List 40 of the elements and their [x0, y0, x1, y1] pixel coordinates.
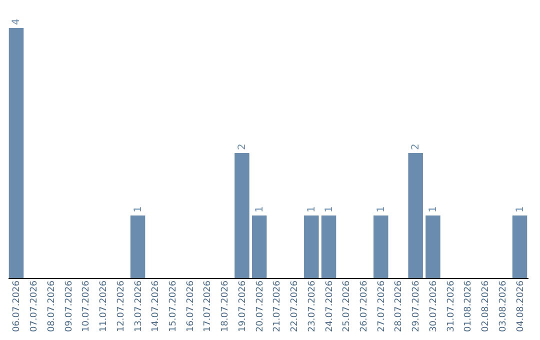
- x-tick-label: 26.07.2026: [359, 280, 370, 332]
- data-label: 1: [324, 206, 335, 212]
- x-tick-label: 20.07.2026: [255, 280, 266, 332]
- x-tick-label: 01.08.2026: [464, 280, 474, 332]
- x-tick-label: 09.07.2026: [64, 280, 74, 332]
- x-tick-label: 07.07.2026: [30, 280, 40, 332]
- data-label: 4: [11, 18, 22, 25]
- data-label: 1: [132, 206, 144, 212]
- x-tick-label: 12.07.2026: [116, 280, 126, 332]
- x-tick-label: 28.07.2026: [394, 280, 404, 332]
- x-tick-label: 23.07.2026: [307, 280, 318, 332]
- x-tick-label: 25.07.2026: [342, 280, 352, 332]
- data-label: 1: [376, 206, 387, 212]
- x-tick-label: 11.07.2026: [99, 280, 110, 332]
- x-tick-label: 04.08.2026: [516, 280, 526, 332]
- x-tick-label: 10.07.2026: [82, 280, 92, 332]
- data-label: 1: [306, 206, 318, 212]
- x-tick-label: 17.07.2026: [203, 280, 214, 332]
- x-tick-label: 21.07.2026: [272, 280, 283, 332]
- x-tick-label: 30.07.2026: [428, 280, 439, 332]
- data-label: 2: [410, 144, 422, 150]
- x-tick-label: 19.07.2026: [238, 280, 248, 332]
- x-tick-label: 03.08.2026: [498, 280, 508, 332]
- x-tick-label: 22.07.2026: [290, 280, 300, 332]
- x-tick-label: 29.07.2026: [412, 280, 422, 332]
- data-label: 1: [254, 206, 266, 212]
- x-tick-label: 16.07.2026: [186, 280, 196, 332]
- x-tick-label: 08.07.2026: [46, 280, 57, 332]
- x-tick-label: 24.07.2026: [324, 280, 335, 332]
- x-tick-label: 06.07.2026: [12, 280, 22, 332]
- x-tick-label: 15.07.2026: [168, 280, 179, 332]
- x-tick-label: 31.07.2026: [446, 280, 456, 332]
- data-label: 1: [514, 206, 526, 212]
- data-label: 1: [428, 206, 439, 212]
- x-tick-label: 13.07.2026: [134, 280, 144, 332]
- x-tick-label: 02.08.2026: [481, 280, 492, 332]
- x-tick-label: 18.07.2026: [220, 280, 231, 332]
- x-tick-label: 14.07.2026: [151, 280, 162, 332]
- x-tick-label: 27.07.2026: [376, 280, 387, 332]
- data-label: 2: [236, 144, 248, 150]
